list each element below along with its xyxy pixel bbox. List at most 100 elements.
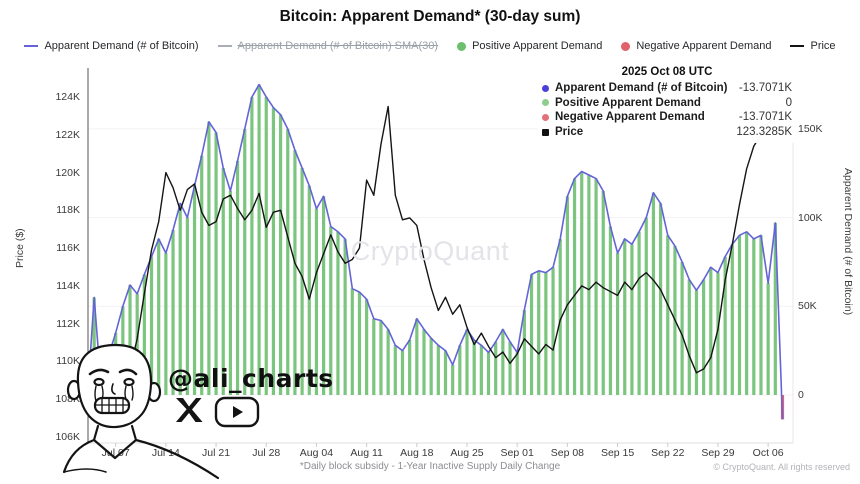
positive-demand-bar (752, 238, 756, 395)
positive-demand-bar (587, 175, 591, 395)
positive-demand-bar (709, 267, 713, 395)
tooltip-row-2: Negative Apparent Demand -13.7071K (542, 110, 792, 125)
legend-label: Negative Apparent Demand (636, 40, 772, 52)
positive-demand-bar (365, 299, 369, 395)
tooltip-row-3: Price 123.3285K (542, 125, 792, 140)
tooltip-row-0: Apparent Demand (# of Bitcoin) -13.7071K (542, 81, 792, 96)
positive-demand-bar (164, 253, 168, 395)
positive-demand-bar (408, 340, 412, 395)
positive-demand-bar (443, 350, 448, 395)
x-axis-tick: Aug 25 (450, 447, 484, 459)
positive-demand-bar (200, 155, 204, 395)
positive-demand-bar (350, 288, 354, 395)
positive-demand-bar (343, 238, 347, 395)
legend-label: Positive Apparent Demand (472, 40, 603, 52)
tooltip-value: -13.7071K (738, 82, 792, 94)
positive-demand-bar (386, 329, 390, 395)
positive-demand-bar (415, 318, 419, 395)
right-axis-tick: 100K (798, 211, 823, 224)
positive-demand-bar (278, 114, 283, 395)
legend-line-swatch (24, 45, 39, 47)
positive-demand-bar (580, 171, 584, 395)
positive-demand-bar (544, 272, 548, 395)
positive-demand-bar (357, 292, 362, 395)
positive-demand-bar (630, 244, 634, 395)
positive-demand-bar (551, 267, 555, 395)
positive-demand-bar (429, 338, 433, 395)
x-axis-tick: Sep 08 (550, 447, 585, 459)
positive-demand-bar (264, 96, 268, 395)
right-axis-tick: 50K (798, 300, 817, 313)
legend-line-swatch (217, 45, 232, 47)
positive-demand-bar (730, 244, 734, 395)
positive-demand-bar (537, 270, 541, 395)
positive-demand-bar (702, 279, 706, 395)
positive-demand-bar (379, 320, 383, 395)
positive-demand-bar (257, 84, 261, 396)
left-axis-title: Price ($) (14, 228, 26, 268)
positive-demand-bar (615, 253, 620, 395)
legend-label: Apparent Demand (# of Bitcoin) SMA(30) (237, 40, 439, 52)
positive-demand-bar (221, 167, 225, 395)
positive-demand-bar (529, 274, 534, 395)
positive-demand-bar (307, 185, 311, 395)
positive-demand-bar (178, 203, 182, 395)
positive-demand-bar (608, 226, 613, 395)
positive-demand-bar (149, 256, 154, 395)
positive-demand-bar (451, 364, 455, 395)
footnote: *Daily block subsidy - 1-Year Inactive S… (299, 461, 561, 472)
positive-demand-bar (322, 196, 326, 395)
tooltip-label: Apparent Demand (# of Bitcoin) (555, 82, 728, 94)
left-axis-tick: 124K (55, 91, 80, 103)
positive-demand-bar (228, 190, 232, 395)
legend-item-0[interactable]: Apparent Demand (# of Bitcoin) (24, 40, 199, 52)
x-axis-tick: Jul 28 (252, 447, 281, 459)
legend-label: Apparent Demand (# of Bitcoin) (44, 40, 199, 52)
right-axis-tick: 150K (798, 122, 823, 135)
x-axis-tick: Aug 18 (400, 447, 434, 459)
positive-demand-bar (400, 350, 405, 395)
left-axis-tick: 114K (56, 279, 80, 292)
left-axis-tick: 118K (56, 204, 80, 217)
positive-demand-bar (479, 345, 483, 395)
tooltip-value: 0 (785, 96, 792, 109)
right-axis-title: Apparent Demand (# of Bitcoin) (842, 168, 854, 316)
positive-demand-bar (235, 160, 240, 395)
legend-item-1[interactable]: Apparent Demand (# of Bitcoin) SMA(30) (217, 40, 439, 52)
positive-demand-bar (243, 128, 247, 395)
chart-title: Bitcoin: Apparent Demand* (30-day sum) (279, 8, 581, 25)
legend-item-2[interactable]: Positive Apparent Demand (457, 40, 602, 52)
legend-label: Price (810, 40, 836, 52)
left-axis-tick: 120K (55, 166, 80, 179)
x-axis-tick: Sep 29 (701, 447, 735, 459)
tooltip-label: Negative Apparent Demand (555, 111, 705, 124)
legend-item-3[interactable]: Negative Apparent Demand (621, 40, 771, 52)
legend-line-swatch (790, 45, 805, 47)
positive-demand-bar (214, 132, 218, 395)
positive-demand-bar (637, 231, 641, 395)
positive-demand-bar (472, 340, 476, 395)
x-axis-tick: Sep 22 (651, 447, 685, 459)
positive-demand-bar (565, 196, 569, 395)
positive-demand-bar (171, 230, 175, 395)
tooltip-dot-marker (542, 99, 549, 107)
positive-demand-bar (314, 208, 319, 395)
positive-demand-bar (644, 217, 648, 395)
positive-demand-bar (372, 318, 376, 395)
positive-demand-bar (128, 285, 132, 395)
positive-demand-bar (436, 345, 440, 395)
positive-demand-bar (286, 128, 290, 395)
tooltip-dot-marker (542, 84, 549, 92)
tooltip-row-1: Positive Apparent Demand 0 (542, 96, 792, 111)
positive-demand-bar (271, 107, 276, 395)
tooltip-dot-marker (542, 113, 549, 121)
positive-demand-bar (508, 341, 512, 395)
positive-demand-bar (293, 150, 297, 395)
copyright: © CryptoQuant. All rights reserved (713, 462, 850, 472)
left-axis-tick: 106K (55, 431, 80, 444)
positive-demand-bar (572, 178, 577, 395)
x-axis-tick: Jul 07 (101, 447, 130, 459)
legend-item-4[interactable]: Price (790, 40, 836, 52)
positive-demand-bar (759, 235, 763, 395)
left-axis-tick: 122K (55, 128, 80, 141)
